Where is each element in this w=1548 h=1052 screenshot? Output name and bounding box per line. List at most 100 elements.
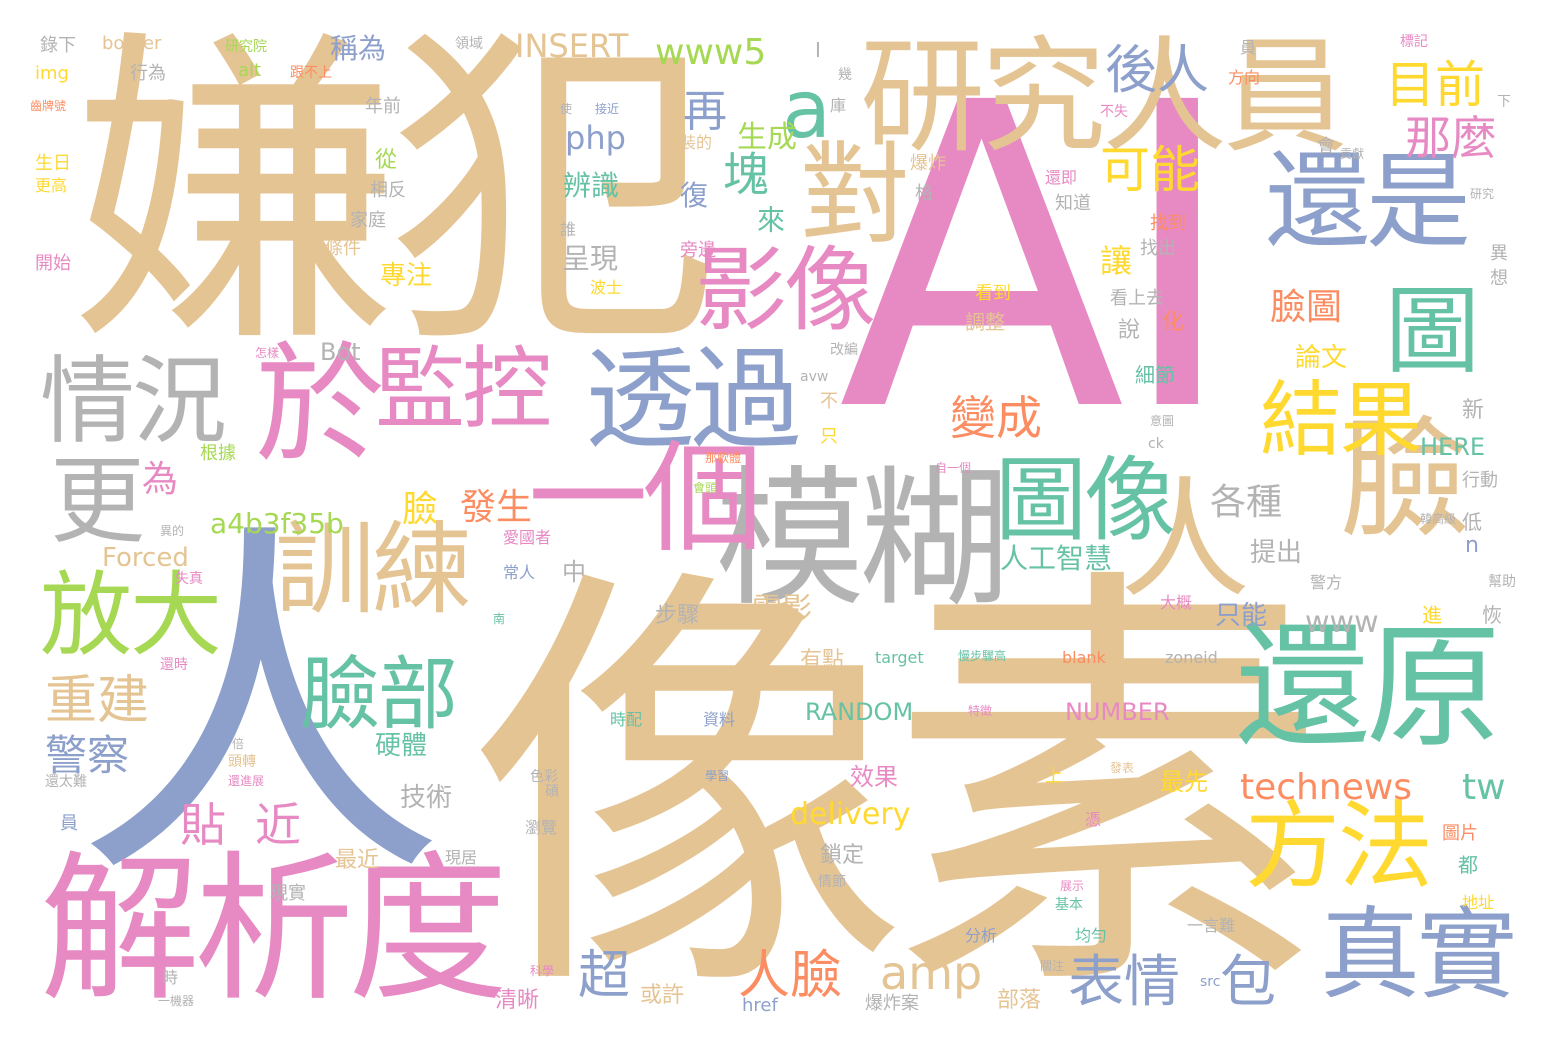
word-staff: 員 — [60, 813, 78, 834]
word-bit: 有點 — [800, 648, 845, 673]
word-alt: alt — [238, 60, 262, 81]
word-face-small: 臉 — [402, 489, 439, 530]
word-new: 新 — [1462, 398, 1485, 423]
word-person-medium: 人 — [1120, 464, 1251, 616]
word-happen: 發生 — [460, 487, 533, 528]
word-distortion: 失真 — [175, 571, 203, 587]
word-explode: 爆炸 — [910, 153, 946, 174]
word-color: 色彩 — [530, 769, 558, 785]
word-movie: 電影 — [752, 592, 812, 627]
word-clear: 清晰 — [495, 988, 540, 1013]
word-turn-head: 頭轉 — [228, 754, 256, 770]
word-advance: 進 — [1422, 603, 1442, 627]
word-library: 庫 — [830, 96, 847, 115]
word-expression: 表情 — [1068, 950, 1180, 1015]
word-display: 展示 — [1060, 879, 1085, 893]
word-years-ago: 年前 — [365, 96, 401, 117]
word-recover: 復 — [680, 179, 709, 212]
word-enlarge: 放大 — [40, 562, 222, 669]
word-first: 最先 — [1160, 768, 1208, 796]
word-approach: 接近 — [595, 102, 620, 116]
word-blur: 模糊 — [715, 453, 1009, 627]
word-href: href — [742, 995, 778, 1016]
word-find-out: 找出 — [1140, 238, 1176, 259]
word-attach: 貼 — [180, 798, 226, 852]
word-become: 變成 — [950, 391, 1042, 445]
word-i: I — [815, 38, 821, 62]
word-target: target — [875, 648, 924, 667]
word-near: 近 — [255, 798, 301, 852]
word-more: 更 — [50, 447, 146, 557]
word-publish: 發表 — [1110, 761, 1135, 775]
word-come: 來 — [753, 205, 786, 232]
word-looks: 看上去 — [1110, 288, 1164, 309]
word-record: 錄下 — [40, 35, 76, 56]
word-adapt: 改編 — [830, 342, 858, 358]
word-restore: 還原 — [1235, 609, 1501, 766]
word-based-on: 根據 — [200, 443, 236, 464]
word-find: 找到 — [1150, 213, 1186, 234]
word-forced: Forced — [102, 543, 189, 573]
word-focus: 專注 — [380, 261, 433, 291]
word-field: 領域 — [455, 36, 483, 52]
word-adjust: 調整 — [965, 310, 1005, 334]
word-delivery: delivery — [790, 797, 911, 832]
word-config: 時配 — [610, 710, 643, 729]
word-ai: AI — [838, 15, 1239, 504]
word-human-face: 人臉 — [738, 946, 843, 1006]
word-detail: 細節 — [1135, 363, 1175, 387]
word-random: RANDOM — [805, 698, 914, 726]
word-situation: 情況 — [40, 347, 227, 457]
word-head: 會頭 — [693, 481, 718, 495]
word-progress: 還進展 — [228, 774, 265, 788]
word-boston: 波士 — [590, 278, 623, 297]
word-behavior: 行為 — [130, 63, 166, 84]
word-south: 南 — [493, 612, 506, 626]
word-tech: 技術 — [400, 783, 453, 813]
word-plate: 齒牌號 — [30, 99, 67, 113]
word-not-lose: 不失 — [1100, 104, 1128, 120]
word-software: 那軟體 — [705, 451, 742, 465]
word-picture: 圖像 — [995, 447, 1176, 554]
word-pack: 包 — [1220, 950, 1276, 1015]
word-address: 地址 — [1462, 893, 1495, 912]
word-family: 家庭 — [350, 210, 386, 231]
word-img: img — [35, 63, 69, 84]
word-slow-step: 慢步驟高 — [958, 649, 1007, 663]
word-from-one: 自一個 — [935, 461, 972, 475]
word-direction: 方向 — [1228, 68, 1261, 87]
word-for: 為 — [142, 459, 179, 500]
word-rebuild: 重建 — [45, 671, 150, 731]
word-bot: Bot — [320, 338, 361, 366]
word-amp: amp — [880, 946, 983, 1000]
word-about: 大概 — [1160, 593, 1193, 612]
word-reality: 現實 — [270, 883, 306, 904]
word-n: n — [1465, 533, 1479, 558]
word-suspect: 嫌犯 — [70, 3, 718, 387]
word-higher: 更高 — [35, 176, 68, 195]
word-let: 讓 — [1100, 242, 1133, 280]
word-help: 幫助 — [1488, 574, 1516, 590]
word-pixel: 像素 — [468, 534, 1328, 1046]
word-police: 警察 — [45, 731, 130, 780]
word-start: 開始 — [35, 253, 71, 274]
word-various: 各種 — [1210, 482, 1283, 523]
word-train: 訓練 — [275, 511, 472, 628]
word-too-hard: 還太難 — [45, 774, 87, 790]
word-propose: 提出 — [1250, 538, 1303, 568]
word-php: php — [565, 119, 626, 157]
word-recognize: 辨識 — [563, 169, 620, 202]
word-machine: 一機器 — [158, 994, 195, 1008]
word-police-force: 警方 — [1310, 573, 1343, 592]
word-lens: 鏡頭 — [800, 736, 845, 761]
word-insert: INSERT — [515, 27, 629, 65]
word-blog: 部落 — [997, 988, 1042, 1013]
word-middle: 中 — [562, 558, 586, 586]
word-all: 都 — [1458, 853, 1478, 877]
word-mark: 標記 — [1400, 34, 1428, 50]
word-hard-say: 一言難 — [1187, 916, 1236, 935]
word-patriot: 愛國者 — [503, 528, 552, 547]
word-action: 行動 — [1462, 470, 1498, 491]
word-real: 真實 — [1320, 896, 1517, 1013]
word-science: 科學 — [530, 964, 555, 978]
